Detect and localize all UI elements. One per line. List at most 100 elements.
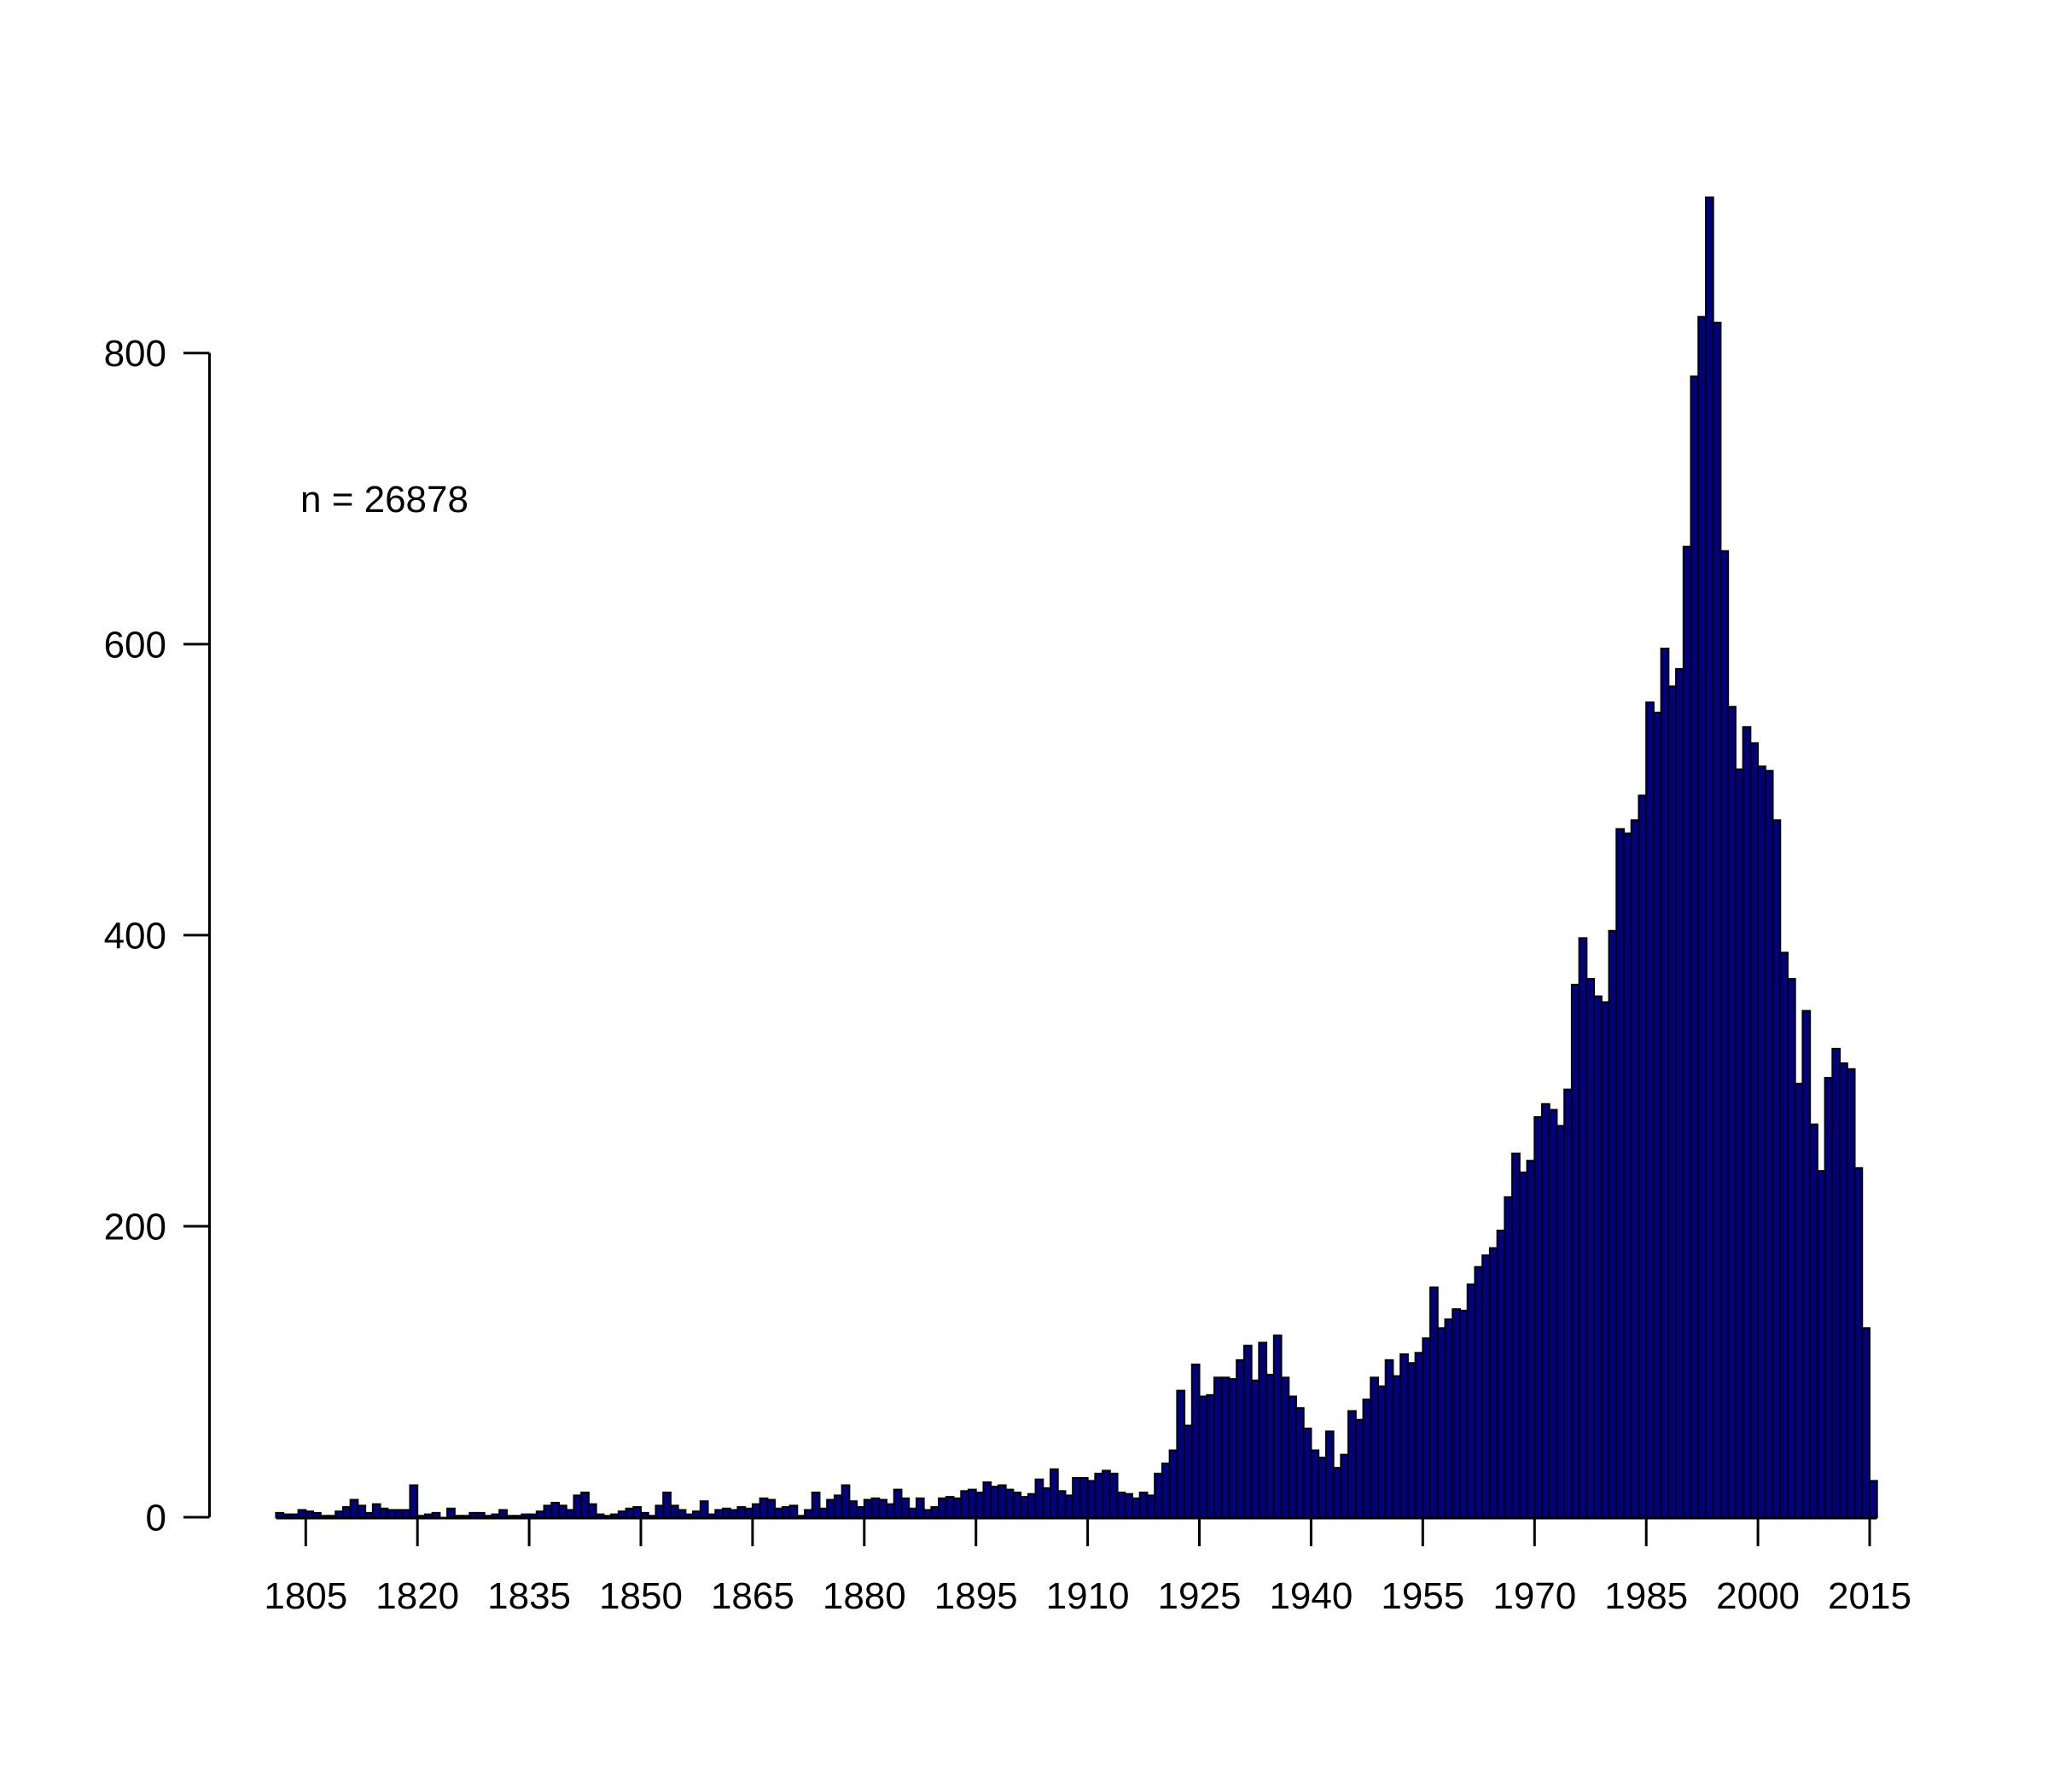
histogram-bar-1882 [878, 1498, 888, 1519]
histogram-bar-1927 [1213, 1376, 1223, 1519]
histogram-bar-1815 [379, 1507, 389, 1519]
histogram-bar-1860 [714, 1509, 724, 1518]
histogram-bar-1883 [886, 1503, 895, 1519]
histogram-bar-1949 [1376, 1385, 1387, 1519]
histogram-bar-1924 [1190, 1363, 1201, 1518]
histogram-bar-1955 [1422, 1337, 1432, 1519]
histogram-bar-2011 [1839, 1062, 1848, 1518]
x-tick-label-1925: 1925 [1158, 1575, 1242, 1617]
histogram-bar-1835 [528, 1513, 538, 1518]
histogram-bar-1803 [289, 1513, 300, 1518]
histogram-bar-1946 [1354, 1418, 1364, 1518]
histogram-bar-1966 [1504, 1196, 1514, 1518]
histogram-bar-1943 [1332, 1467, 1342, 1519]
histogram-bar-1981 [1615, 828, 1625, 1518]
histogram-bar-2000 [1757, 765, 1766, 1518]
histogram-bar-1939 [1302, 1427, 1312, 1518]
histogram-bar-1839 [558, 1504, 567, 1518]
histogram-bar-1898 [997, 1484, 1007, 1518]
histogram-bar-1893 [960, 1490, 970, 1519]
histogram-bar-1802 [282, 1513, 292, 1518]
histogram-bar-1907 [1064, 1494, 1074, 1519]
histogram-bar-1945 [1347, 1410, 1357, 1519]
histogram-bar-1947 [1362, 1398, 1372, 1518]
histogram-bar-1868 [774, 1507, 783, 1519]
histogram-bar-1994 [1712, 322, 1722, 1518]
histogram-bar-1848 [625, 1507, 635, 1519]
histogram-bar-1942 [1324, 1430, 1335, 1519]
histogram-bar-1875 [826, 1498, 835, 1519]
histogram-bar-1979 [1600, 1001, 1610, 1518]
histogram-bar-2007 [1809, 1123, 1818, 1518]
histogram-bar-1962 [1474, 1265, 1484, 1518]
histogram-bar-2005 [1794, 1082, 1804, 1518]
histogram-bar-1889 [930, 1506, 940, 1519]
x-tick-label-1805: 1805 [264, 1575, 347, 1617]
histogram-bar-1976 [1578, 937, 1588, 1518]
histogram-bar-1855 [677, 1509, 687, 1518]
histogram-bar-1828 [476, 1511, 486, 1519]
histogram-bar-1977 [1585, 978, 1596, 1518]
sample-size-annotation: n = 26878 [300, 479, 468, 521]
histogram-bar-1963 [1481, 1254, 1491, 1519]
histogram-bar-1921 [1168, 1449, 1178, 1519]
x-tick-label-2000: 2000 [1716, 1575, 1800, 1617]
histogram-bar-1974 [1563, 1088, 1573, 1519]
histogram-bar-1910 [1086, 1480, 1097, 1518]
histogram-bar-1937 [1288, 1395, 1297, 1518]
histogram-bar-1919 [1154, 1472, 1163, 1518]
histogram-bar-1831 [498, 1509, 508, 1518]
histogram-bar-1917 [1138, 1492, 1149, 1519]
y-tick-label-400: 400 [104, 915, 166, 957]
histogram-bar-1901 [1020, 1496, 1029, 1519]
histogram-bar-1861 [722, 1507, 731, 1519]
histogram-bar-1887 [915, 1497, 925, 1518]
histogram-bar-1906 [1056, 1490, 1067, 1519]
histogram-bar-1840 [565, 1509, 575, 1518]
histogram-bar-1838 [550, 1501, 561, 1518]
histogram-bar-1965 [1496, 1230, 1506, 1518]
histogram-bar-1926 [1206, 1393, 1216, 1519]
histogram-bar-1929 [1228, 1378, 1238, 1519]
histogram-bars [275, 196, 1878, 1519]
histogram-bar-1935 [1272, 1334, 1283, 1518]
histogram-bar-1908 [1072, 1476, 1081, 1518]
histogram-bar-1911 [1094, 1472, 1104, 1518]
histogram-bar-1810 [341, 1506, 352, 1519]
histogram-bar-1885 [900, 1497, 911, 1518]
histogram-bar-1809 [335, 1510, 344, 1519]
histogram-bar-1866 [759, 1497, 769, 1518]
histogram-bar-1834 [521, 1513, 531, 1518]
histogram-bar-1811 [349, 1498, 359, 1519]
histogram-bar-1827 [468, 1511, 479, 1519]
y-tick-label-600: 600 [104, 624, 166, 666]
histogram-bar-1888 [922, 1509, 933, 1518]
histogram-bar-1902 [1027, 1492, 1037, 1518]
histogram-bar-1959 [1452, 1308, 1461, 1519]
histogram-bar-1846 [610, 1513, 620, 1518]
histogram-bar-1999 [1749, 742, 1760, 1518]
histogram-bar-1804 [297, 1509, 307, 1518]
histogram-bar-1915 [1124, 1492, 1134, 1518]
histogram-bar-1995 [1719, 550, 1730, 1518]
histogram-bar-2013 [1853, 1167, 1864, 1518]
x-tick-label-1970: 1970 [1492, 1575, 1576, 1617]
histogram-bar-1986 [1652, 712, 1662, 1518]
histogram-bar-1869 [781, 1506, 791, 1519]
x-tick-label-2015: 2015 [1828, 1575, 1911, 1617]
histogram-bar-2010 [1831, 1047, 1841, 1519]
histogram-bar-1816 [387, 1509, 397, 1518]
histogram-bar-1891 [945, 1496, 955, 1519]
histogram-bar-1967 [1511, 1152, 1521, 1518]
histogram-bar-1918 [1146, 1494, 1156, 1519]
histogram-bar-1968 [1518, 1171, 1528, 1518]
histogram-bar-1983 [1630, 819, 1640, 1518]
histogram-bar-1837 [543, 1504, 553, 1518]
histogram-bar-1857 [692, 1510, 701, 1519]
histogram-bar-1987 [1660, 648, 1670, 1518]
histogram-bar-1873 [811, 1492, 821, 1519]
histogram-bar-1900 [1012, 1492, 1022, 1519]
histogram-bar-1938 [1295, 1407, 1305, 1518]
histogram-bar-2004 [1786, 978, 1796, 1518]
